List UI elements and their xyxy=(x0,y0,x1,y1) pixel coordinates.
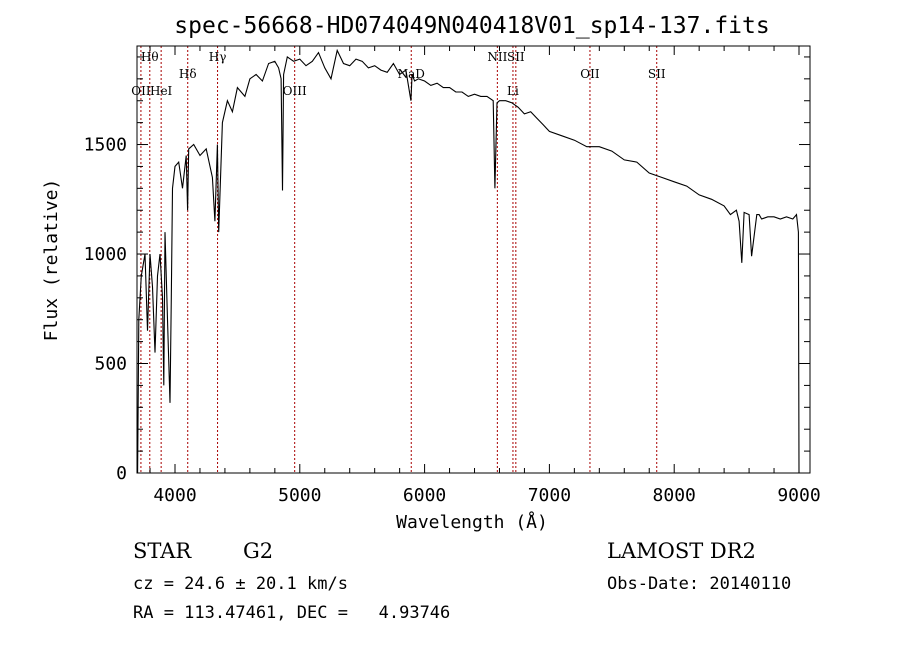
marker-label-sii: SII xyxy=(507,50,525,64)
marker-label-nii: NII xyxy=(487,50,507,64)
x-tick-label: 9000 xyxy=(777,485,820,506)
spectrum-line xyxy=(137,48,800,474)
marker-label-oiii: OIII xyxy=(283,84,307,98)
x-tick-label: 7000 xyxy=(528,485,571,506)
x-axis-label: Wavelength (Å) xyxy=(396,511,548,533)
marker-label-hθ: Hθ xyxy=(141,50,159,64)
marker-label-hγ: Hγ xyxy=(209,50,227,64)
x-tick-label: 5000 xyxy=(278,485,321,506)
marker-label-nad: NaD xyxy=(398,67,425,81)
object-subclass: G2 xyxy=(243,539,274,563)
survey-name: LAMOST DR2 xyxy=(607,539,756,563)
ra-dec-coordinates: RA = 113.47461, DEC = 4.93746 xyxy=(133,603,451,623)
marker-label-hδ: Hδ xyxy=(179,67,197,81)
x-axis: 4000 5000 6000 7000 8000 9000 xyxy=(149,46,821,506)
y-tick-label: 1000 xyxy=(84,244,127,265)
y-axis: 0 500 1000 1500 xyxy=(84,56,810,484)
y-tick-label: 1500 xyxy=(84,135,127,156)
marker-label-oii: OII xyxy=(131,84,151,98)
observation-date: Obs-Date: 20140110 xyxy=(607,574,792,594)
marker-label-oii: OII xyxy=(580,67,600,81)
x-tick-label: 4000 xyxy=(153,485,196,506)
marker-label-hei: HeI xyxy=(150,84,173,98)
chart-title: spec-56668-HD074049N040418V01_sp14-137.f… xyxy=(174,13,769,39)
y-axis-label: Flux (relative) xyxy=(41,179,62,342)
y-tick-label: 0 xyxy=(116,463,127,484)
redshift-cz: cz = 24.6 ± 20.1 km/s xyxy=(133,574,348,594)
marker-label-li: Li xyxy=(507,84,519,98)
spectral-line-markers: OII Hθ HeI Hδ Hγ OIII NaD NII Li SII OII SII xyxy=(131,46,666,473)
y-tick-label: 500 xyxy=(94,354,127,375)
object-class: STAR xyxy=(133,539,192,563)
x-tick-label: 8000 xyxy=(653,485,696,506)
plot-frame xyxy=(136,45,811,474)
marker-label-sii: SII xyxy=(648,67,666,81)
x-tick-label: 6000 xyxy=(403,485,446,506)
